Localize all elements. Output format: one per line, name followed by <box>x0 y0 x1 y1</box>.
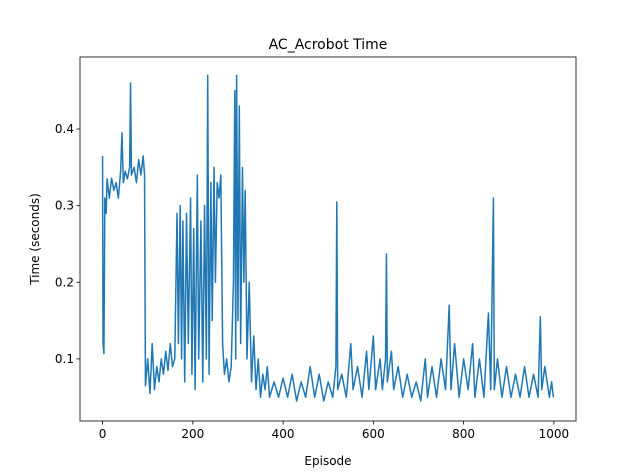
y-axis-label: Time (seconds) <box>28 193 42 286</box>
y-tick-label: 0.1 <box>55 352 74 366</box>
plot-area <box>101 74 555 402</box>
y-tick-label: 0.4 <box>55 122 74 136</box>
x-tick-label: 200 <box>181 427 204 441</box>
y-tick-label: 0.2 <box>55 275 74 289</box>
data-line <box>101 74 555 402</box>
y-tick-label: 0.3 <box>55 199 74 213</box>
x-tick-label: 400 <box>272 427 295 441</box>
x-axis-label: Episode <box>304 454 351 468</box>
chart-title: AC_Acrobot Time <box>269 37 388 53</box>
x-tick-label: 600 <box>362 427 385 441</box>
x-tick-label: 1000 <box>539 427 570 441</box>
axes-frame <box>79 56 577 422</box>
x-tick-label: 800 <box>452 427 475 441</box>
x-tick-label: 0 <box>99 427 107 441</box>
